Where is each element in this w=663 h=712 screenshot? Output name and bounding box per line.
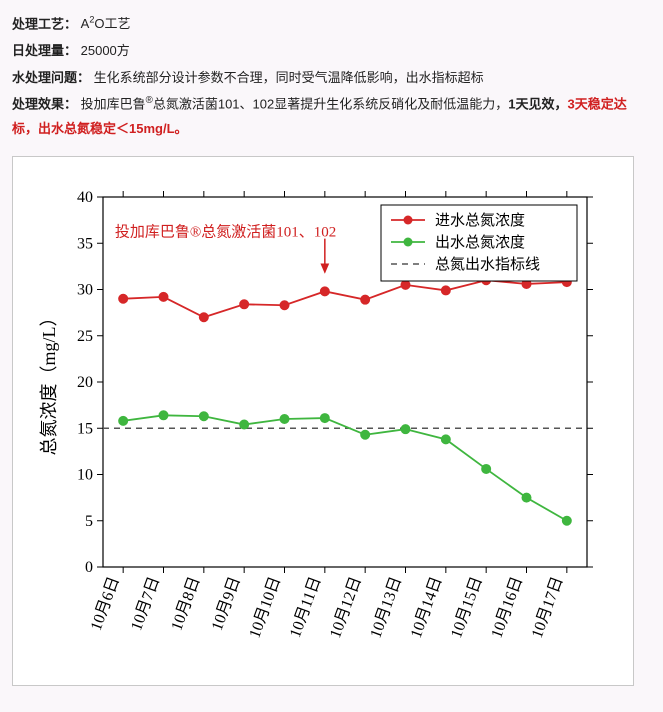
svg-text:10月16日: 10月16日 — [488, 575, 526, 641]
svg-text:投加库巴鲁®总氮激活菌101、102: 投加库巴鲁®总氮激活菌101、102 — [115, 224, 336, 241]
effect-bold1: 1天见效 — [508, 97, 554, 112]
process-label: 处理工艺： — [12, 16, 77, 31]
effect-label: 处理效果： — [12, 97, 77, 112]
svg-text:30: 30 — [77, 282, 93, 299]
svg-text:10月7日: 10月7日 — [128, 575, 163, 633]
effect-mid: 总氮激活菌101、102显著提升生化系统反硝化及耐低温能力， — [153, 97, 508, 112]
svg-text:总氮出水指标线: 总氮出水指标线 — [435, 256, 540, 273]
svg-text:5: 5 — [85, 513, 93, 530]
capacity-label: 日处理量： — [12, 43, 77, 58]
svg-text:10月10日: 10月10日 — [246, 575, 284, 641]
effect-prefix: 投加库巴鲁 — [81, 97, 146, 112]
process-value: A2O工艺 — [81, 16, 131, 31]
svg-text:35: 35 — [77, 235, 93, 252]
svg-text:20: 20 — [77, 374, 93, 391]
svg-text:10月9日: 10月9日 — [209, 575, 244, 633]
capacity-value: 25000方 — [81, 43, 130, 58]
line-chart: 0 5 10 15 20 25 30 35 40 总氮浓度（mg/L） 10月6日10月7日10月8… — [31, 179, 607, 669]
svg-text:10月6日: 10月6日 — [88, 575, 123, 633]
problem-value: 生化系统部分设计参数不合理，同时受气温降低影响，出水指标超标 — [94, 70, 484, 85]
svg-text:15: 15 — [77, 420, 93, 437]
row-problem: 水处理问题： 生化系统部分设计参数不合理，同时受气温降低影响，出水指标超标 — [12, 66, 651, 91]
svg-text:25: 25 — [77, 328, 93, 345]
problem-label: 水处理问题： — [12, 70, 90, 85]
svg-text:40: 40 — [77, 189, 93, 206]
svg-text:10月15日: 10月15日 — [448, 575, 486, 641]
row-capacity: 日处理量： 25000方 — [12, 39, 651, 64]
svg-text:10月14日: 10月14日 — [408, 575, 446, 641]
svg-text:10月12日: 10月12日 — [327, 575, 365, 641]
svg-text:进水总氮浓度: 进水总氮浓度 — [435, 212, 525, 229]
svg-text:10月11日: 10月11日 — [287, 575, 325, 640]
svg-text:10: 10 — [77, 467, 93, 484]
svg-text:10月17日: 10月17日 — [529, 575, 567, 641]
svg-text:出水总氮浓度: 出水总氮浓度 — [435, 234, 525, 251]
chart-container: 0 5 10 15 20 25 30 35 40 总氮浓度（mg/L） 10月6日10月7日10月8… — [12, 156, 634, 686]
svg-text:10月8日: 10月8日 — [168, 575, 203, 633]
svg-text:0: 0 — [85, 559, 93, 576]
row-process: 处理工艺： A2O工艺 — [12, 12, 651, 37]
info-block: 处理工艺： A2O工艺 日处理量： 25000方 水处理问题： 生化系统部分设计… — [12, 12, 651, 142]
svg-text:总氮浓度（mg/L）: 总氮浓度（mg/L） — [39, 309, 59, 456]
row-effect: 处理效果： 投加库巴鲁®总氮激活菌101、102显著提升生化系统反硝化及耐低温能… — [12, 92, 651, 142]
effect-sep: ， — [554, 97, 567, 112]
reg-mark: ® — [146, 95, 153, 106]
svg-text:10月13日: 10月13日 — [367, 575, 405, 641]
